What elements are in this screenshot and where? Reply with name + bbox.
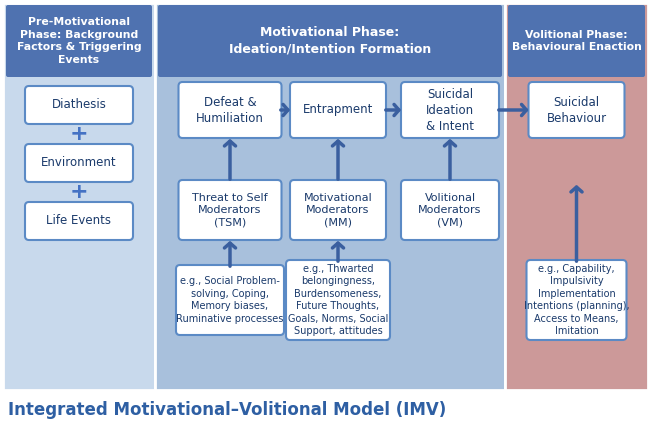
- Text: +: +: [70, 124, 89, 144]
- Bar: [505, 3, 648, 390]
- Text: Threat to Self
Moderators
(TSM): Threat to Self Moderators (TSM): [192, 192, 268, 228]
- FancyBboxPatch shape: [290, 180, 386, 240]
- FancyBboxPatch shape: [158, 5, 502, 77]
- Text: Diathesis: Diathesis: [51, 99, 106, 112]
- Text: Pre-Motivational
Phase: Background
Factors & Triggering
Events: Pre-Motivational Phase: Background Facto…: [17, 17, 141, 65]
- FancyBboxPatch shape: [25, 202, 133, 240]
- FancyBboxPatch shape: [401, 180, 499, 240]
- Text: e.g., Capability,
Impulsivity
Implementation
Intentions (planning),
Access to Me: e.g., Capability, Impulsivity Implementa…: [523, 264, 630, 336]
- Text: Motivational
Moderators
(MM): Motivational Moderators (MM): [303, 192, 372, 228]
- Text: Volitional
Moderators
(VM): Volitional Moderators (VM): [419, 192, 482, 228]
- FancyBboxPatch shape: [529, 82, 624, 138]
- Text: Integrated Motivational–Volitional Model (IMV): Integrated Motivational–Volitional Model…: [8, 401, 446, 419]
- FancyBboxPatch shape: [508, 5, 645, 77]
- Text: +: +: [70, 182, 89, 202]
- Text: Entrapment: Entrapment: [303, 104, 373, 116]
- FancyBboxPatch shape: [290, 82, 386, 138]
- Bar: [3, 3, 155, 390]
- Text: e.g., Thwarted
belongingness,
Burdensomeness,
Future Thoughts,
Goals, Norms, Soc: e.g., Thwarted belongingness, Burdensome…: [288, 264, 388, 336]
- Text: Life Events: Life Events: [46, 214, 111, 228]
- FancyBboxPatch shape: [178, 82, 281, 138]
- FancyBboxPatch shape: [25, 86, 133, 124]
- FancyBboxPatch shape: [6, 5, 152, 77]
- FancyBboxPatch shape: [286, 260, 390, 340]
- FancyBboxPatch shape: [176, 265, 284, 335]
- FancyBboxPatch shape: [401, 82, 499, 138]
- Text: Environment: Environment: [41, 157, 117, 170]
- FancyBboxPatch shape: [25, 144, 133, 182]
- Text: Defeat &
Humiliation: Defeat & Humiliation: [196, 96, 264, 124]
- FancyBboxPatch shape: [527, 260, 626, 340]
- Text: Motivational Phase:
Ideation/Intention Formation: Motivational Phase: Ideation/Intention F…: [229, 26, 431, 56]
- Text: Suicidal
Behaviour: Suicidal Behaviour: [546, 96, 607, 124]
- Bar: [155, 3, 505, 390]
- Text: Volitional Phase:
Behavioural Enaction: Volitional Phase: Behavioural Enaction: [512, 30, 641, 52]
- Text: Suicidal
Ideation
& Intent: Suicidal Ideation & Intent: [426, 88, 474, 132]
- Text: e.g., Social Problem-
solving, Coping,
Memory biases,
Ruminative processes: e.g., Social Problem- solving, Coping, M…: [176, 276, 284, 324]
- FancyBboxPatch shape: [178, 180, 281, 240]
